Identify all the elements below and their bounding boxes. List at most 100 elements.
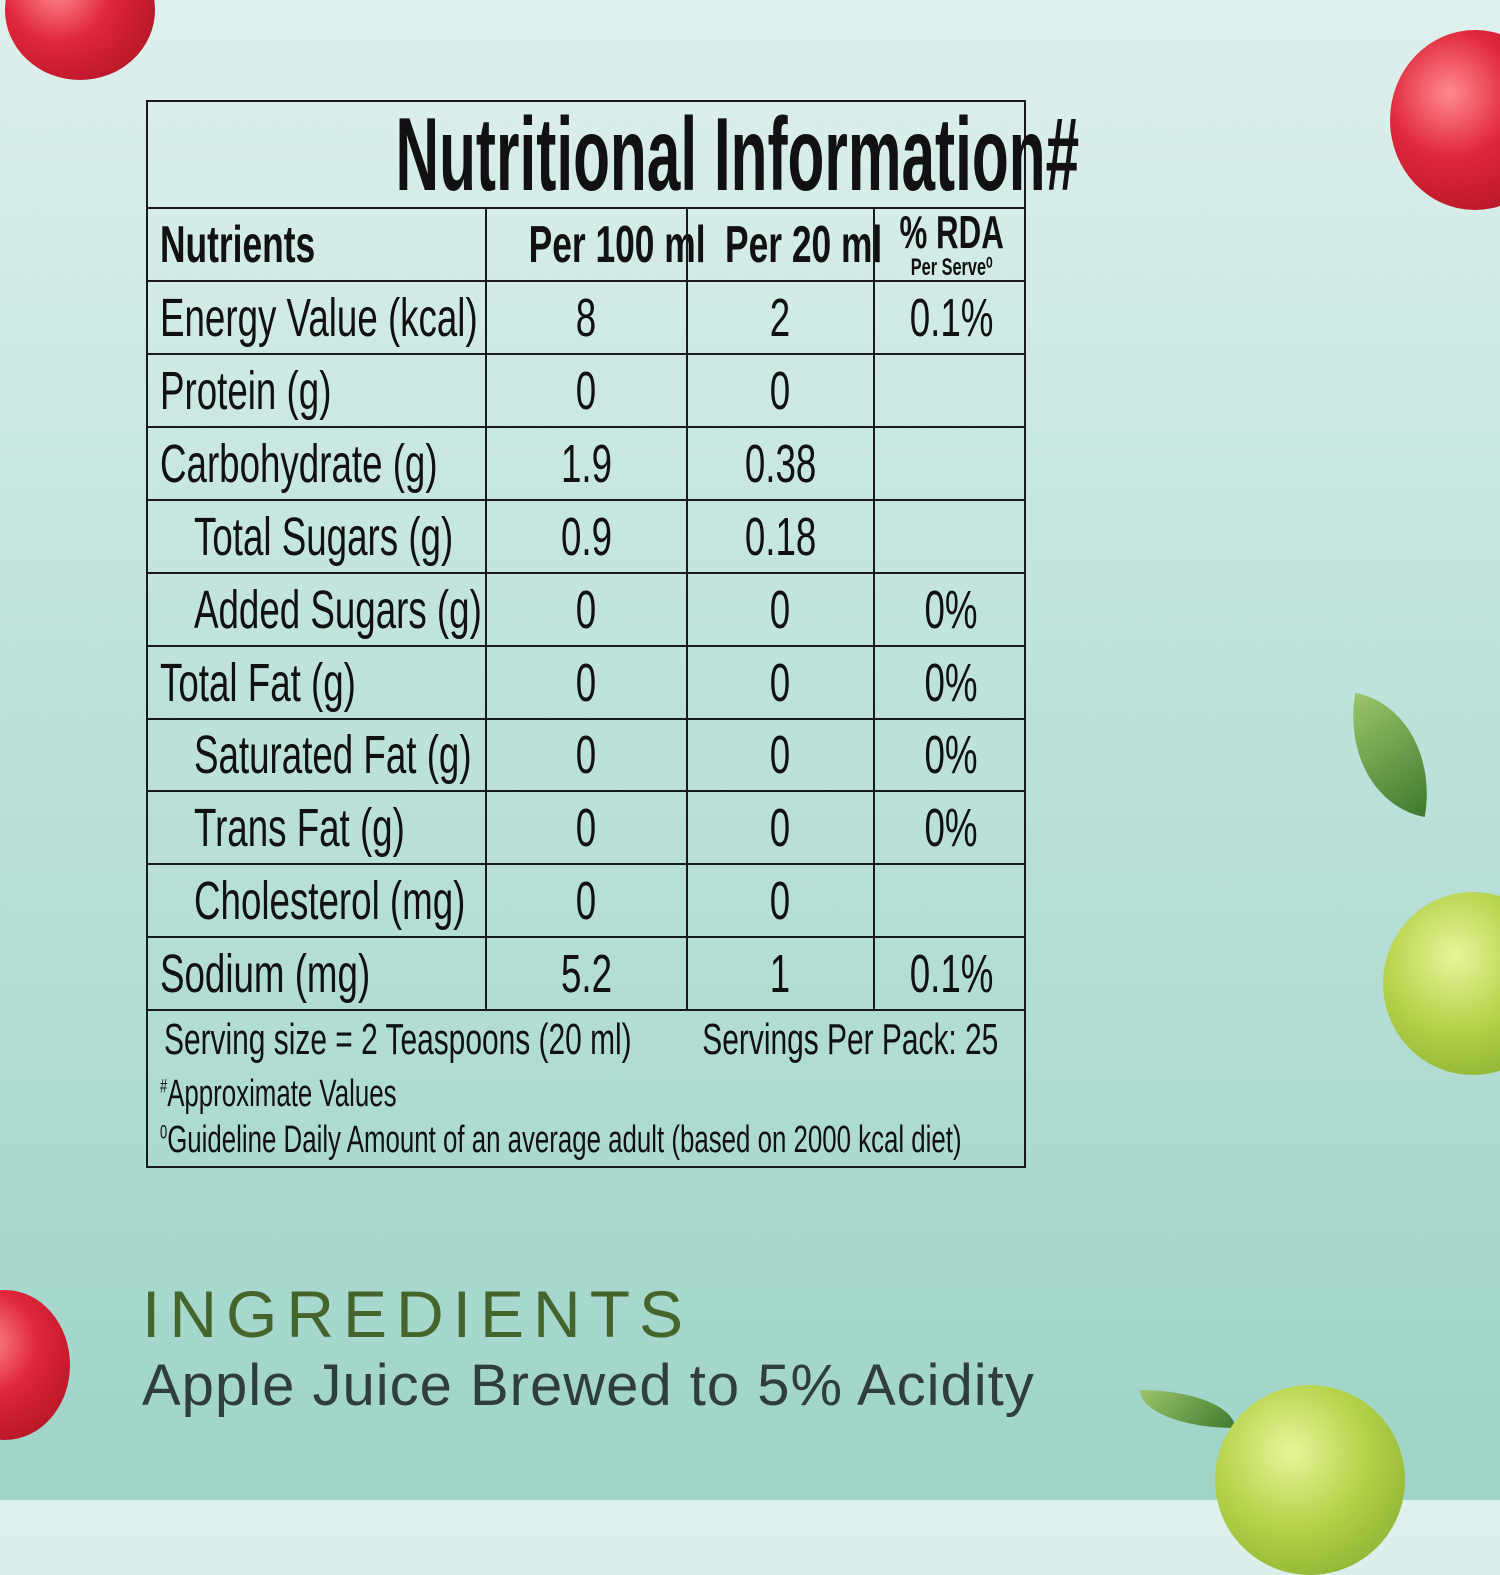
header-per100: Per 100 ml [485, 209, 706, 280]
cell-name-text: Cholesterol (mg) [194, 871, 466, 932]
table-row: Carbohydrate (g) 1.9 0.38 [148, 427, 1024, 501]
cell-name: Cholesterol (mg) [148, 865, 485, 936]
approx-mark: # [160, 1076, 168, 1098]
header-rda: % RDA Per Serve⁰ [873, 206, 1028, 281]
cell-name: Added Sugars (g) [148, 574, 485, 645]
table-row: Energy Value (kcal) 8 2 0.1% [148, 282, 1024, 355]
cell-per100-text: 0 [576, 725, 597, 786]
leaf-decoration [1140, 1390, 1235, 1428]
cell-per20: 0 [686, 646, 873, 718]
cell-rda-text: 0% [924, 798, 979, 859]
red-apple-decoration [5, 0, 155, 80]
table-row: Protein (g) 0 0 [148, 354, 1024, 428]
table-row: Trans Fat (g) 0 0 0% [148, 792, 1024, 866]
header-rda-text: % RDA [899, 206, 1004, 258]
cell-name-text: Added Sugars (g) [194, 579, 482, 640]
cell-name: Total Fat (g) [148, 647, 485, 718]
cell-per20-text: 2 [770, 288, 791, 348]
header-rda-sub: Per Serve⁰ [910, 254, 993, 281]
cell-rda-text: 0.1% [909, 944, 994, 1005]
nutrition-table: Nutritional Information# Nutrients Per 1… [146, 100, 1079, 1170]
table-footer: Serving size = 2 Teaspoons (20 ml) Servi… [148, 1011, 1024, 1170]
cell-per100: 0.9 [485, 500, 686, 572]
cell-rda [873, 865, 1028, 937]
cell-per100: 1.9 [485, 427, 686, 499]
cell-per20-text: 0 [770, 871, 791, 932]
cell-rda-text: 0% [924, 652, 979, 713]
cell-per100: 0 [485, 573, 686, 645]
cell-per100: 0 [485, 865, 686, 937]
green-apple-decoration [1215, 1385, 1405, 1575]
cell-per100-text: 0 [576, 798, 597, 859]
cell-per100: 8 [485, 282, 686, 353]
cell-per20: 0 [686, 354, 873, 426]
cell-per20-text: 0 [770, 798, 791, 859]
ingredients-heading: INGREDIENTS [142, 1277, 693, 1351]
cell-name-text: Total Fat (g) [160, 652, 356, 713]
cell-per100: 0 [485, 792, 686, 864]
cell-rda [873, 354, 1028, 426]
cell-rda-text: 0.1% [909, 288, 994, 348]
cell-per100: 0 [485, 354, 686, 426]
cell-per20: 0 [686, 865, 873, 937]
cell-name: Sodium (mg) [148, 938, 485, 1009]
table-row: Saturated Fat (g) 0 0 0% [148, 719, 1024, 793]
cell-rda-text: 0% [924, 579, 979, 640]
cell-name-text: Saturated Fat (g) [194, 725, 472, 786]
leaf-decoration [1336, 693, 1444, 817]
cell-name-text: Protein (g) [160, 360, 332, 421]
cell-name: Protein (g) [148, 355, 485, 426]
cell-name: Energy Value (kcal) [148, 282, 485, 353]
title-text: Nutritional Information# [395, 97, 1080, 213]
cell-name: Total Sugars (g) [148, 501, 485, 572]
cell-name-text: Carbohydrate (g) [160, 433, 438, 494]
cell-rda: 0% [873, 646, 1028, 718]
cell-per20-text: 0.18 [744, 506, 817, 567]
cell-per100-text: 5.2 [560, 944, 613, 1005]
cell-per20: 1 [686, 938, 873, 1010]
cell-name: Carbohydrate (g) [148, 428, 485, 499]
cell-rda: 0.1% [873, 938, 1028, 1010]
header-row: Nutrients Per 100 ml Per 20 ml % RDA Per … [148, 209, 1024, 282]
table-title: Nutritional Information# [148, 102, 1079, 209]
cell-per20-text: 1 [770, 944, 791, 1005]
header-per100-text: Per 100 ml [528, 216, 706, 274]
table-row: Total Fat (g) 0 0 0% [148, 646, 1024, 720]
cell-rda: 0% [873, 573, 1028, 645]
cell-rda-text: 0% [924, 725, 979, 786]
cell-name: Saturated Fat (g) [148, 719, 485, 790]
cell-per100-text: 0.9 [560, 506, 613, 567]
header-per20-text: Per 20 ml [725, 216, 883, 274]
cell-name-text: Total Sugars (g) [194, 506, 454, 567]
servings-per-pack: Servings Per Pack: 25 [701, 1015, 998, 1064]
table-row: Added Sugars (g) 0 0 0% [148, 573, 1024, 647]
cell-per100-text: 8 [576, 288, 597, 348]
cell-name: Trans Fat (g) [148, 792, 485, 863]
cell-per20-text: 0 [770, 360, 791, 421]
cell-per100: 5.2 [485, 938, 686, 1010]
header-nutrients-text: Nutrients [160, 216, 316, 274]
red-apple-decoration [0, 1290, 70, 1440]
cell-per20: 0 [686, 573, 873, 645]
gda-mark: 0 [160, 1122, 168, 1144]
cell-per20: 2 [686, 282, 873, 353]
cell-per100-text: 1.9 [560, 433, 613, 494]
header-nutrients: Nutrients [148, 209, 485, 280]
cell-per100-text: 0 [576, 579, 597, 640]
cell-rda: 0% [873, 719, 1028, 791]
approx-note: Approximate Values [167, 1073, 397, 1115]
table-row: Sodium (mg) 5.2 1 0.1% [148, 938, 1024, 1012]
serving-size: Serving size = 2 Teaspoons (20 ml) [164, 1015, 632, 1064]
cell-name-text: Trans Fat (g) [194, 798, 405, 859]
red-apple-decoration [1390, 30, 1500, 210]
cell-per20: 0 [686, 792, 873, 864]
cell-name-text: Sodium (mg) [160, 944, 371, 1005]
green-apple-decoration [1383, 892, 1500, 1075]
cell-per20: 0 [686, 719, 873, 791]
table-row: Total Sugars (g) 0.9 0.18 [148, 500, 1024, 574]
cell-rda [873, 500, 1028, 572]
cell-per20-text: 0.38 [744, 433, 817, 494]
cell-per20-text: 0 [770, 579, 791, 640]
cell-per20-text: 0 [770, 652, 791, 713]
header-per20: Per 20 ml [686, 209, 882, 280]
